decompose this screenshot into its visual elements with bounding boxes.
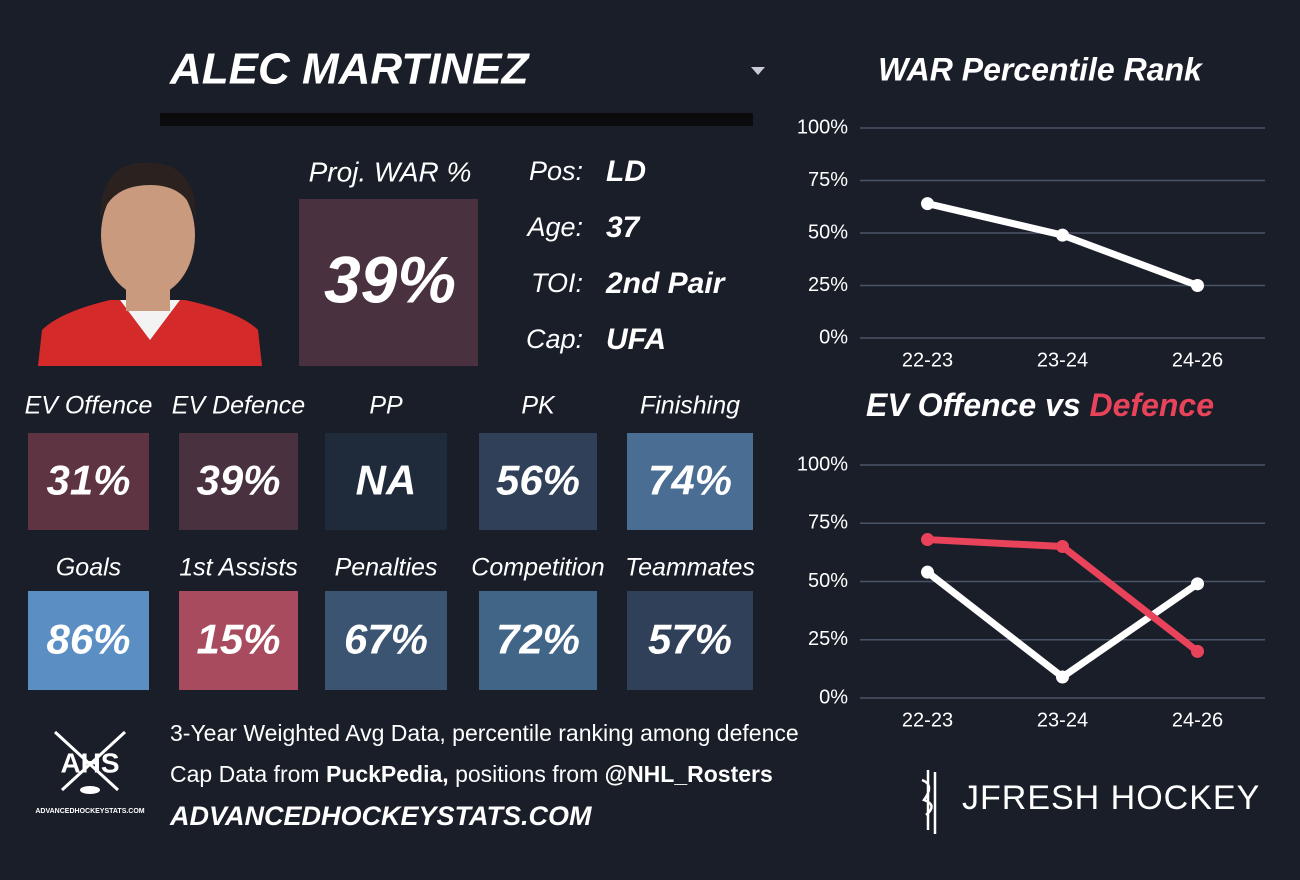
- x-tick-label: 23-24: [1037, 709, 1088, 731]
- data-point: [1191, 577, 1204, 591]
- tile-value: 67%: [344, 616, 428, 663]
- footer-credit-part: positions from: [449, 761, 605, 787]
- footer-credit-part: @NHL_Rosters: [605, 761, 773, 787]
- tile-value: 56%: [496, 457, 580, 504]
- series-line: [925, 569, 1200, 681]
- y-tick-label: 75%: [808, 512, 848, 534]
- data-point: [921, 533, 934, 547]
- data-point: [1056, 228, 1069, 242]
- player-name: ALEC MARTINEZ: [169, 45, 531, 94]
- info-label: TOI:: [531, 268, 583, 298]
- tile-value: 15%: [196, 616, 280, 663]
- tile-label: Teammates: [625, 554, 755, 582]
- y-tick-label: 50%: [808, 570, 848, 592]
- data-point: [921, 565, 934, 579]
- info-value: LD: [606, 155, 646, 188]
- jfresh-logo: JFRESH HOCKEY: [921, 770, 1260, 834]
- tile: [479, 591, 597, 690]
- tile-label: EV Defence: [172, 392, 305, 420]
- tile-value: 31%: [46, 457, 130, 504]
- series-line: [927, 536, 1200, 655]
- y-tick-label: 100%: [797, 116, 848, 138]
- tile-value: NA: [356, 457, 417, 504]
- tile: [627, 591, 753, 690]
- info-value: 2nd Pair: [605, 267, 727, 300]
- data-point: [1056, 540, 1069, 554]
- data-point: [921, 197, 934, 211]
- tile-label: PK: [521, 392, 556, 420]
- proj-war-label: Proj. WAR %: [309, 156, 472, 187]
- info-value: 37: [606, 211, 641, 244]
- x-tick-label: 24-26: [1172, 349, 1223, 371]
- x-tick-label: 24-26: [1172, 709, 1223, 731]
- tile-label: Penalties: [335, 554, 438, 582]
- tile: [179, 591, 298, 690]
- chart-title-part: Defence: [1090, 387, 1215, 423]
- ahs-logo-subtext: ADVANCEDHOCKEYSTATS.COM: [35, 808, 144, 815]
- tile: [627, 433, 753, 530]
- tile-label: Finishing: [640, 392, 740, 420]
- tile-label: Goals: [56, 554, 121, 582]
- tile-value: 86%: [46, 616, 130, 663]
- tile: [325, 591, 447, 690]
- footer-credits: Cap Data from PuckPedia, positions from …: [170, 761, 773, 787]
- brand-text: JFRESH HOCKEY: [962, 779, 1260, 817]
- tile-label: PP: [369, 392, 403, 420]
- x-tick-label: 23-24: [1037, 349, 1088, 371]
- data-point: [1191, 644, 1204, 658]
- footer-credit-part: PuckPedia,: [326, 761, 449, 787]
- player-photo: [38, 162, 262, 366]
- y-tick-label: 0%: [819, 326, 848, 348]
- info-label: Age:: [525, 212, 583, 242]
- tile: [479, 433, 597, 530]
- tile: [179, 433, 298, 530]
- tile: [28, 433, 149, 530]
- info-value: UFA: [606, 323, 666, 356]
- name-underline: [160, 113, 753, 126]
- tile-value: 57%: [648, 616, 732, 663]
- tile-value: 39%: [196, 457, 280, 504]
- chart-title: EV Offence vs Defence: [866, 387, 1214, 423]
- x-tick-label: 22-23: [902, 349, 953, 371]
- proj-war-tile: [299, 199, 478, 366]
- footer-note: 3-Year Weighted Avg Data, percentile ran…: [170, 720, 799, 746]
- footer-credit-part: Cap Data from: [170, 761, 326, 787]
- tile-value: 72%: [496, 616, 580, 663]
- proj-war-value: 39%: [324, 242, 456, 316]
- data-point: [1056, 670, 1069, 684]
- y-tick-label: 100%: [797, 453, 848, 475]
- ahs-logo-text: AHS: [60, 747, 119, 778]
- ahs-logo: AHS ADVANCEDHOCKEYSTATS.COM: [35, 730, 145, 815]
- tile: [325, 433, 447, 530]
- y-tick-label: 50%: [808, 221, 848, 243]
- x-tick-label: 22-23: [902, 709, 953, 731]
- y-tick-label: 0%: [819, 686, 848, 708]
- data-point: [1191, 279, 1204, 292]
- chart-title-part: EV Offence vs: [866, 387, 1090, 423]
- dropdown-arrow[interactable]: [751, 67, 765, 75]
- y-tick-label: 75%: [808, 169, 848, 191]
- chart-title: WAR Percentile Rank: [878, 51, 1204, 87]
- info-label: Pos:: [529, 156, 583, 186]
- y-tick-label: 25%: [808, 274, 848, 296]
- tile-label: EV Offence: [25, 392, 153, 420]
- tile-label: 1st Assists: [179, 554, 298, 582]
- footer-site: ADVANCEDHOCKEYSTATS.COM: [169, 801, 592, 831]
- tile-label: Competition: [471, 554, 604, 582]
- tile: [28, 591, 149, 690]
- info-label: Cap:: [526, 324, 583, 354]
- tile-value: 74%: [648, 457, 732, 504]
- y-tick-label: 25%: [808, 628, 848, 650]
- series-line: [926, 200, 1199, 289]
